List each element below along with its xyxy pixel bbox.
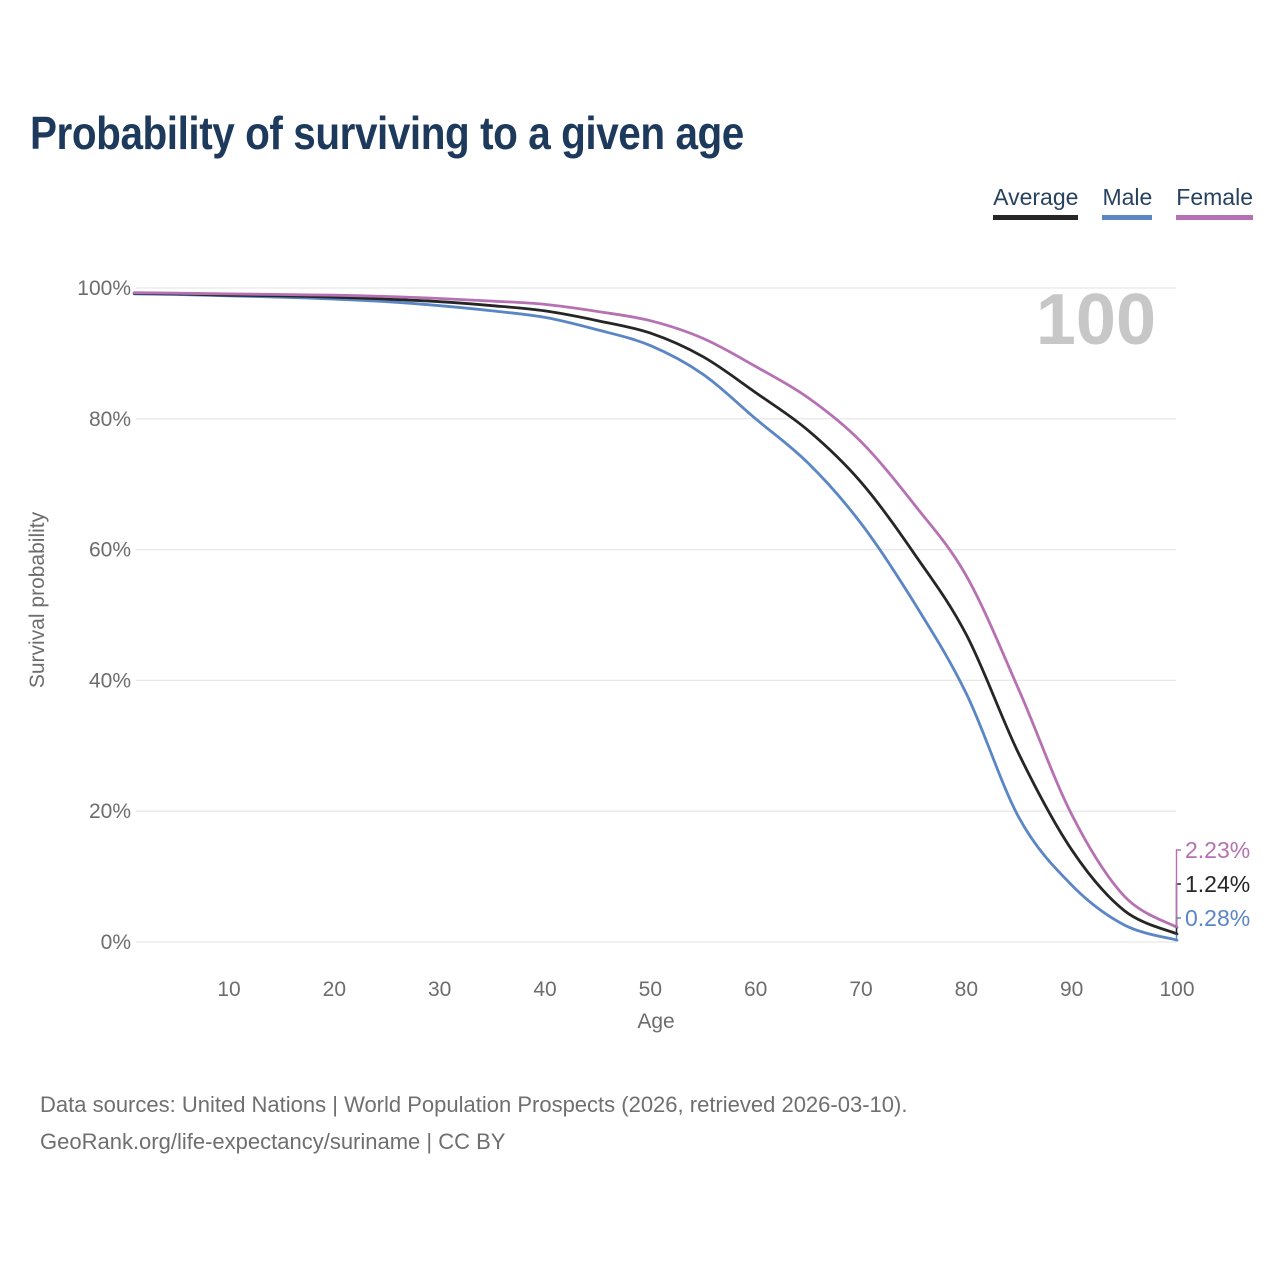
x-tick-70: 70 [849, 978, 872, 1001]
series-line-average[interactable] [132, 291, 1179, 936]
survival-probability-chart: 100 0% 20% 40% 60% 80% 100% 10 20 30 40 50 60 70 80 90 1… [26, 277, 1250, 1033]
x-tick-80: 80 [955, 978, 978, 1001]
end-label-leader-female [1175, 849, 1181, 929]
x-tick-90: 90 [1060, 978, 1083, 1001]
x-axis-title: Age [637, 1010, 674, 1033]
end-label-average: 1.24% [1185, 871, 1250, 897]
x-tick-40: 40 [533, 978, 556, 1001]
legend-item-male[interactable]: Male [1102, 184, 1153, 221]
end-label-male: 0.28% [1185, 905, 1250, 931]
watermark-age-100: 100 [1036, 280, 1156, 360]
legend-item-female[interactable]: Female [1176, 184, 1253, 221]
end-label-female: 2.23% [1185, 837, 1250, 863]
series-line-male[interactable] [132, 292, 1179, 942]
y-tick-60: 60% [89, 539, 131, 562]
series-line-female[interactable] [132, 291, 1179, 929]
footer: Data sources: United Nations | World Pop… [40, 1086, 907, 1160]
y-axis-title: Survival probability [26, 511, 49, 688]
x-tick-20: 20 [323, 978, 346, 1001]
footer-data-sources: Data sources: United Nations | World Pop… [40, 1092, 908, 1117]
y-tick-40: 40% [89, 669, 131, 692]
footer-attribution: GeoRank.org/life-expectancy/suriname | C… [40, 1129, 506, 1154]
x-tick-60: 60 [744, 978, 767, 1001]
y-tick-0: 0% [101, 931, 131, 954]
y-tick-80: 80% [89, 408, 131, 431]
y-tick-20: 20% [89, 800, 131, 823]
legend-item-average[interactable]: Average [993, 184, 1079, 221]
x-tick-100: 100 [1159, 978, 1194, 1001]
legend: Average Male Female [993, 184, 1253, 221]
chart-title: Probability of surviving to a given age [30, 107, 744, 159]
x-tick-10: 10 [217, 978, 240, 1001]
x-tick-50: 50 [639, 978, 662, 1001]
x-tick-30: 30 [428, 978, 451, 1001]
y-tick-100: 100% [77, 277, 131, 300]
